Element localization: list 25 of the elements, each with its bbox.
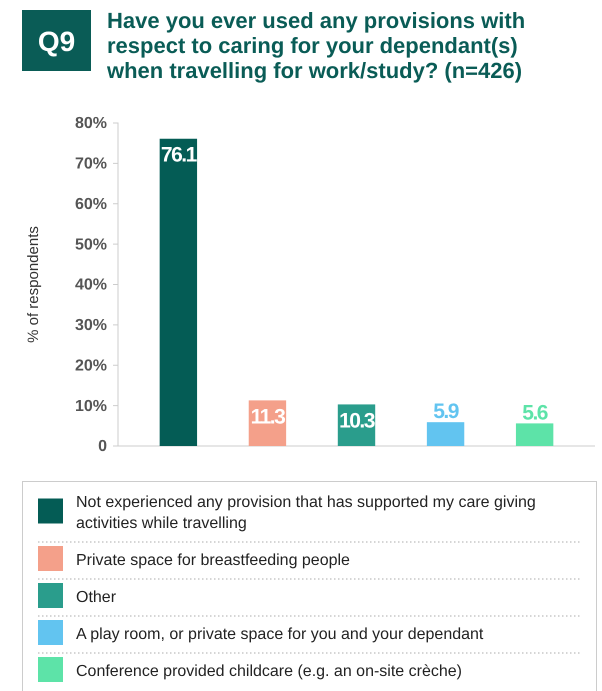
data-label: 76.1 bbox=[160, 144, 198, 167]
legend-label: Not experienced any provision that has supported my care giving activities while travelling bbox=[76, 494, 536, 532]
bar bbox=[426, 422, 464, 446]
data-label: 5.9 bbox=[433, 400, 459, 424]
data-label: 11.3 bbox=[250, 405, 286, 428]
y-axis-title: % of respondents bbox=[25, 226, 42, 343]
y-tick-label: 20% bbox=[74, 357, 107, 374]
y-tick-label: 30% bbox=[74, 316, 107, 334]
y-tick-label: 40% bbox=[74, 276, 107, 294]
legend-label: Private space for breastfeeding people bbox=[76, 552, 350, 569]
data-label: 10.3 bbox=[339, 409, 375, 432]
y-tick-label: 0 bbox=[98, 438, 108, 456]
badge-box: Q9 bbox=[22, 10, 91, 71]
y-tick-label: 60% bbox=[74, 196, 107, 213]
y-tick-label: 70% bbox=[74, 155, 107, 172]
legend-label: A play room, or private space for you and your dependant bbox=[76, 626, 484, 643]
y-tick-label: 80% bbox=[74, 115, 107, 132]
y-tick-label: 50% bbox=[74, 236, 107, 254]
bar bbox=[516, 423, 554, 446]
chart-title: Have you ever used any provisions with respect to caring for your dependant(s) when travelling for work/study? (n=426) bbox=[106, 8, 526, 83]
data-label: 5.6 bbox=[522, 401, 548, 424]
legend-label: Other bbox=[76, 589, 117, 606]
y-tick-label: 10% bbox=[74, 398, 107, 415]
legend-label: Conference provided childcare (e.g. an on-site crèche) bbox=[76, 663, 462, 680]
bar bbox=[160, 138, 198, 446]
